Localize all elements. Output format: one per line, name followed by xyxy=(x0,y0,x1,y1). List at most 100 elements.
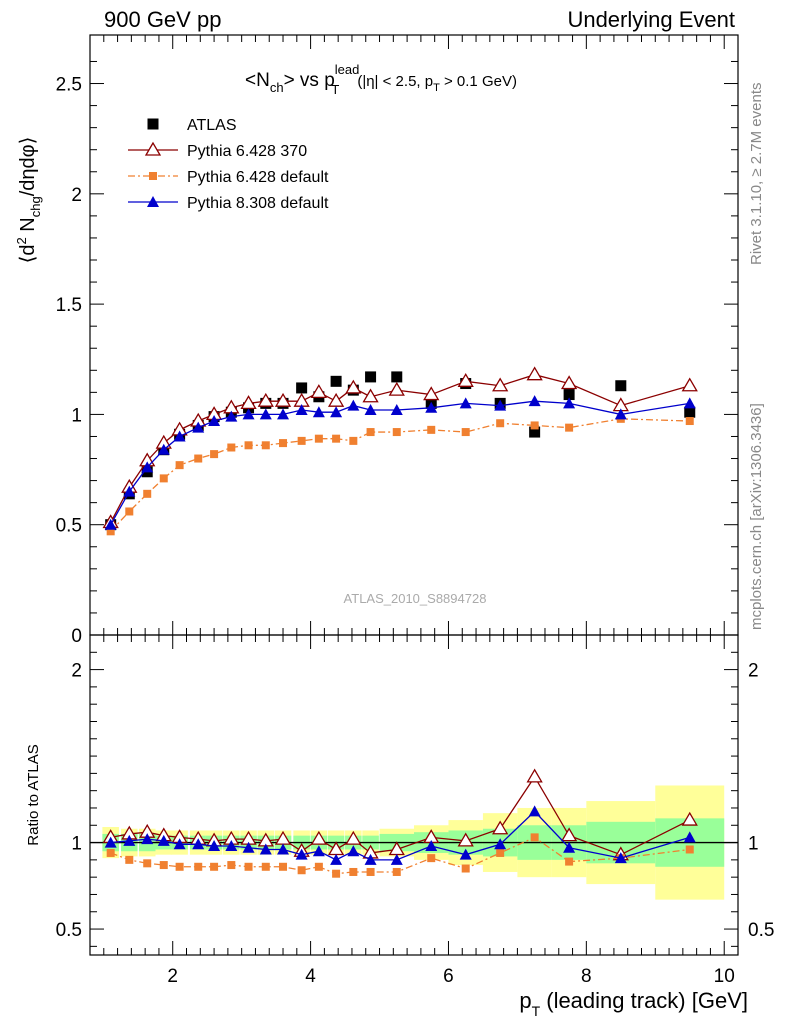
data-point-triangle xyxy=(192,421,205,433)
data-point-small-square xyxy=(297,866,306,875)
data-point-triangle xyxy=(390,853,403,865)
data-point-open-triangle xyxy=(526,768,543,783)
data-point-triangle xyxy=(123,834,136,846)
header-right: Underlying Event xyxy=(567,7,735,32)
data-point-triangle xyxy=(225,410,238,422)
data-point-triangle xyxy=(312,845,325,857)
data-point-small-square xyxy=(461,428,470,437)
data-point-small-square xyxy=(496,848,505,857)
legend-entry-label: Pythia 6.428 default xyxy=(187,169,329,186)
data-point-triangle xyxy=(563,397,576,409)
axis-ticks xyxy=(90,35,738,955)
data-point-small-square xyxy=(314,862,323,871)
data-point-small-square xyxy=(314,434,323,443)
data-point-small-square xyxy=(106,527,115,536)
data-point-small-square xyxy=(366,428,375,437)
data-point-open-triangle xyxy=(345,379,362,394)
x-tick-label: 8 xyxy=(581,966,592,987)
data-point-triangle xyxy=(425,401,438,413)
data-point-square xyxy=(296,382,308,394)
data-point-triangle xyxy=(347,845,360,857)
header-left: 900 GeV pp xyxy=(104,7,221,32)
data-point-small-square xyxy=(210,450,219,459)
data-point-triangle xyxy=(459,397,472,409)
data-point-triangle xyxy=(225,840,238,852)
data-point-triangle xyxy=(683,397,696,409)
data-point-triangle xyxy=(157,443,170,455)
data-point-small-square xyxy=(685,845,694,854)
data-point-triangle xyxy=(208,840,221,852)
data-point-triangle xyxy=(123,485,136,497)
data-point-small-square xyxy=(143,859,152,868)
top-y-tick-label: 0.5 xyxy=(56,516,82,537)
data-point-open-triangle xyxy=(240,395,257,410)
data-point-square xyxy=(330,375,342,387)
data-point-triangle xyxy=(459,848,472,860)
data-point-square xyxy=(391,371,403,383)
data-point-triangle xyxy=(528,805,541,817)
legend: ATLAS Pythia 6.428 370 Pythia 6.428 defaul… xyxy=(128,117,329,212)
data-point-small-square xyxy=(392,428,401,437)
data-point-small-square xyxy=(227,443,236,452)
legend-entry-label: ATLAS xyxy=(187,117,237,134)
data-point-triangle xyxy=(259,843,272,855)
data-point-open-triangle xyxy=(560,827,578,842)
data-point-small-square xyxy=(194,454,203,463)
ratio-y-tick-label-left: 0.5 xyxy=(56,920,82,941)
top-panel-series xyxy=(102,366,698,536)
data-point-small-square xyxy=(106,848,115,857)
data-point-triangle xyxy=(425,840,438,852)
data-point-triangle xyxy=(277,843,290,855)
analysis-tag: ATLAS_2010_S8894728 xyxy=(344,591,487,606)
legend-entry-label: Pythia 6.428 370 xyxy=(187,143,307,160)
data-point-triangle xyxy=(147,196,159,207)
data-point-triangle xyxy=(104,518,117,530)
ratio-y-axis-label: Ratio to ATLAS xyxy=(25,744,42,845)
x-axis-label: pT (leading track) [GeV] xyxy=(519,988,748,1019)
data-point-small-square xyxy=(159,474,168,483)
ratio-y-tick-label-right: 0.5 xyxy=(748,920,774,941)
data-point-triangle xyxy=(614,852,627,864)
data-point-small-square xyxy=(297,436,306,445)
plot-title: <Nch> vs plead T (|η| < 2.5, pT > 0.1 GeV) xyxy=(245,62,517,97)
data-point-open-triangle xyxy=(388,381,405,396)
data-point-triangle xyxy=(141,461,154,473)
axis-tick-labels: 0 0.5 1 1.5 2 2.5 0.5 0.5 1 1 2 2 2 4 6 8 10 xyxy=(56,75,775,987)
data-point-open-triangle xyxy=(310,384,327,399)
ratio-y-tick-label-left: 2 xyxy=(71,661,82,682)
data-point-open-triangle xyxy=(257,392,274,407)
data-point-small-square xyxy=(427,425,436,434)
data-point-small-square xyxy=(244,862,253,871)
data-point-triangle xyxy=(141,833,154,845)
data-point-small-square xyxy=(332,434,341,443)
data-point-small-square xyxy=(194,862,203,871)
data-point-triangle xyxy=(364,853,377,865)
data-point-small-square xyxy=(349,867,358,876)
data-point-small-square xyxy=(685,417,694,426)
ratio-panel-series xyxy=(102,768,698,878)
data-point-triangle xyxy=(242,408,255,420)
data-point-small-square xyxy=(427,854,436,863)
data-point-small-square xyxy=(496,419,505,428)
data-point-open-triangle xyxy=(457,832,474,847)
data-point-triangle xyxy=(157,834,170,846)
data-point-triangle xyxy=(614,408,627,420)
data-point-small-square xyxy=(565,857,574,866)
data-point-triangle xyxy=(208,415,221,427)
data-point-small-square xyxy=(565,423,574,432)
data-point-small-square xyxy=(279,439,288,448)
ratio-y-tick-label-left: 1 xyxy=(71,834,82,855)
data-point-open-triangle xyxy=(362,388,379,403)
data-point-triangle xyxy=(259,408,272,420)
data-point-square xyxy=(365,371,377,383)
data-point-triangle xyxy=(277,408,290,420)
ratio-panel-frame xyxy=(89,634,739,956)
ratio-y-tick-label-right: 1 xyxy=(748,834,759,855)
data-point-triangle xyxy=(494,399,507,411)
data-point-open-triangle xyxy=(274,392,292,407)
ratio-y-tick-label-right: 2 xyxy=(748,661,759,682)
data-point-small-square xyxy=(349,436,358,445)
top-y-tick-label: 2.5 xyxy=(56,75,82,96)
data-point-small-square xyxy=(279,862,288,871)
data-point-triangle xyxy=(173,430,186,442)
